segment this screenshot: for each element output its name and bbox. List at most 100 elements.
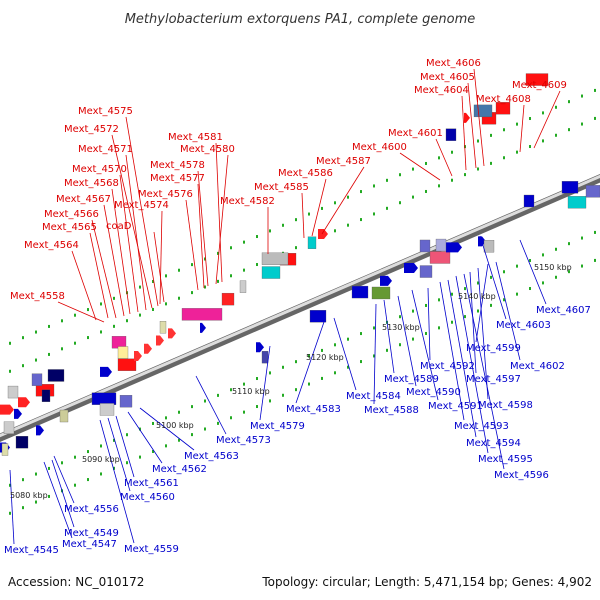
gene-block[interactable]: [585, 185, 600, 198]
gene-block[interactable]: [525, 73, 549, 86]
gene-label-reverse[interactable]: Mext_4573: [216, 435, 271, 446]
gene-label-forward[interactable]: Mext_4605: [420, 72, 475, 83]
gene-block[interactable]: [419, 265, 433, 278]
gene-label-forward[interactable]: Mext_4577: [150, 173, 205, 184]
gene-block[interactable]: [239, 280, 247, 293]
gene-arrow[interactable]: [168, 328, 176, 339]
gene-block[interactable]: [41, 389, 51, 402]
gene-block[interactable]: [561, 181, 579, 194]
gene-arrow[interactable]: [18, 397, 30, 408]
gene-label-forward[interactable]: Mext_4586: [278, 168, 333, 179]
gene-label-reverse[interactable]: Mext_4545: [4, 545, 59, 556]
gene-label-forward[interactable]: Mext_4558: [10, 291, 65, 302]
gene-block[interactable]: [117, 346, 129, 359]
gene-label-forward[interactable]: Mext_4570: [72, 164, 127, 175]
gene-label-forward[interactable]: Mext_4601: [388, 128, 443, 139]
gene-arrow[interactable]: [318, 229, 328, 240]
gene-block[interactable]: [7, 385, 19, 399]
gene-label-reverse[interactable]: Mext_4602: [510, 361, 565, 372]
gene-block[interactable]: [483, 240, 495, 253]
gene-label-reverse[interactable]: Mext_4579: [250, 421, 305, 432]
gene-label-reverse[interactable]: Mext_4583: [286, 404, 341, 415]
gene-block[interactable]: [351, 285, 369, 299]
gene-label-forward[interactable]: Mext_4585: [254, 182, 309, 193]
gene-block[interactable]: [445, 128, 457, 141]
gene-label-forward[interactable]: Mext_4575: [78, 106, 133, 117]
gene-label-reverse[interactable]: Mext_4556: [64, 504, 119, 515]
gene-label-reverse[interactable]: Mext_4597: [466, 374, 521, 385]
gene-label-forward[interactable]: Mext_4571: [78, 144, 133, 155]
gene-label-reverse[interactable]: Mext_4549: [64, 528, 119, 539]
gene-label-forward[interactable]: Mext_4578: [150, 160, 205, 171]
gene-label-reverse[interactable]: Mext_4584: [346, 391, 401, 402]
gene-label-forward[interactable]: Mext_4568: [64, 178, 119, 189]
gene-label-reverse[interactable]: Mext_4592: [420, 361, 475, 372]
gene-arrow[interactable]: [100, 366, 112, 377]
gene-arrow[interactable]: [200, 322, 206, 333]
gene-label-forward[interactable]: Mext_4600: [352, 142, 407, 153]
gene-label-forward[interactable]: Mext_4576: [138, 189, 193, 200]
gene-block[interactable]: [523, 194, 535, 208]
gene-block[interactable]: [1, 443, 9, 456]
gene-label-reverse[interactable]: Mext_4594: [466, 438, 521, 449]
gene-block[interactable]: [159, 321, 167, 334]
gene-arrow[interactable]: [14, 408, 22, 419]
gene-label-reverse[interactable]: Mext_4595: [478, 454, 533, 465]
gene-label-reverse[interactable]: Mext_4560: [120, 492, 175, 503]
gene-arrow[interactable]: [404, 263, 418, 274]
gene-label-reverse[interactable]: Mext_4607: [536, 305, 591, 316]
gene-block[interactable]: [495, 102, 511, 115]
gene-block[interactable]: [117, 358, 137, 371]
gene-label-forward[interactable]: Mext_4609: [512, 80, 567, 91]
gene-block[interactable]: [435, 238, 447, 252]
gene-block[interactable]: [261, 266, 281, 279]
gene-arrow[interactable]: [144, 343, 152, 354]
gene-label-reverse[interactable]: Mext_4590: [406, 387, 461, 398]
gene-block[interactable]: [261, 252, 289, 265]
gene-label-forward[interactable]: Mext_4608: [476, 94, 531, 105]
gene-label-forward[interactable]: Mext_4606: [426, 58, 481, 69]
gene-block[interactable]: [307, 236, 317, 249]
gene-label-forward[interactable]: Mext_4581: [168, 132, 223, 143]
gene-label-forward[interactable]: Mext_4567: [56, 194, 111, 205]
gene-block[interactable]: [473, 104, 493, 118]
gene-block[interactable]: [567, 196, 587, 209]
gene-arrow[interactable]: [464, 112, 470, 123]
gene-arrow[interactable]: [134, 351, 142, 362]
gene-arrow[interactable]: [380, 275, 392, 286]
gene-arrow[interactable]: [0, 404, 14, 415]
gene-label-forward[interactable]: Mext_4580: [180, 144, 235, 155]
gene-label-forward[interactable]: Mext_4604: [414, 85, 469, 96]
gene-block[interactable]: [419, 239, 431, 253]
gene-label-reverse[interactable]: Mext_4588: [364, 405, 419, 416]
gene-label-reverse[interactable]: Mext_4603: [496, 320, 551, 331]
gene-label-reverse[interactable]: Mext_4561: [124, 478, 179, 489]
gene-label-reverse[interactable]: Mext_4593: [454, 421, 509, 432]
gene-label-forward[interactable]: coaD: [106, 221, 132, 232]
gene-block[interactable]: [309, 310, 327, 323]
gene-block[interactable]: [181, 308, 223, 321]
gene-label-reverse[interactable]: Mext_4559: [124, 544, 179, 555]
gene-block[interactable]: [47, 369, 65, 382]
gene-label-reverse[interactable]: Mext_4598: [478, 400, 533, 411]
gene-arrow[interactable]: [156, 335, 164, 346]
gene-block[interactable]: [91, 392, 117, 405]
gene-label-forward[interactable]: Mext_4565: [42, 222, 97, 233]
gene-label-forward[interactable]: Mext_4582: [220, 196, 275, 207]
gene-label-forward[interactable]: Mext_4564: [24, 240, 79, 251]
gene-block[interactable]: [371, 286, 391, 300]
gene-label-reverse[interactable]: Mext_4591: [428, 401, 483, 412]
gene-block[interactable]: [3, 421, 15, 434]
gene-label-reverse[interactable]: Mext_4589: [384, 374, 439, 385]
gene-label-reverse[interactable]: Mext_4599: [466, 343, 521, 354]
gene-block[interactable]: [429, 251, 451, 264]
gene-arrow[interactable]: [446, 242, 462, 253]
gene-block[interactable]: [261, 350, 269, 364]
gene-label-forward[interactable]: Mext_4566: [44, 209, 99, 220]
gene-block[interactable]: [15, 436, 29, 449]
gene-label-reverse[interactable]: Mext_4562: [152, 464, 207, 475]
gene-block[interactable]: [221, 292, 235, 306]
gene-label-reverse[interactable]: Mext_4563: [184, 451, 239, 462]
gene-arrow[interactable]: [36, 425, 44, 436]
gene-label-forward[interactable]: Mext_4587: [316, 156, 371, 167]
